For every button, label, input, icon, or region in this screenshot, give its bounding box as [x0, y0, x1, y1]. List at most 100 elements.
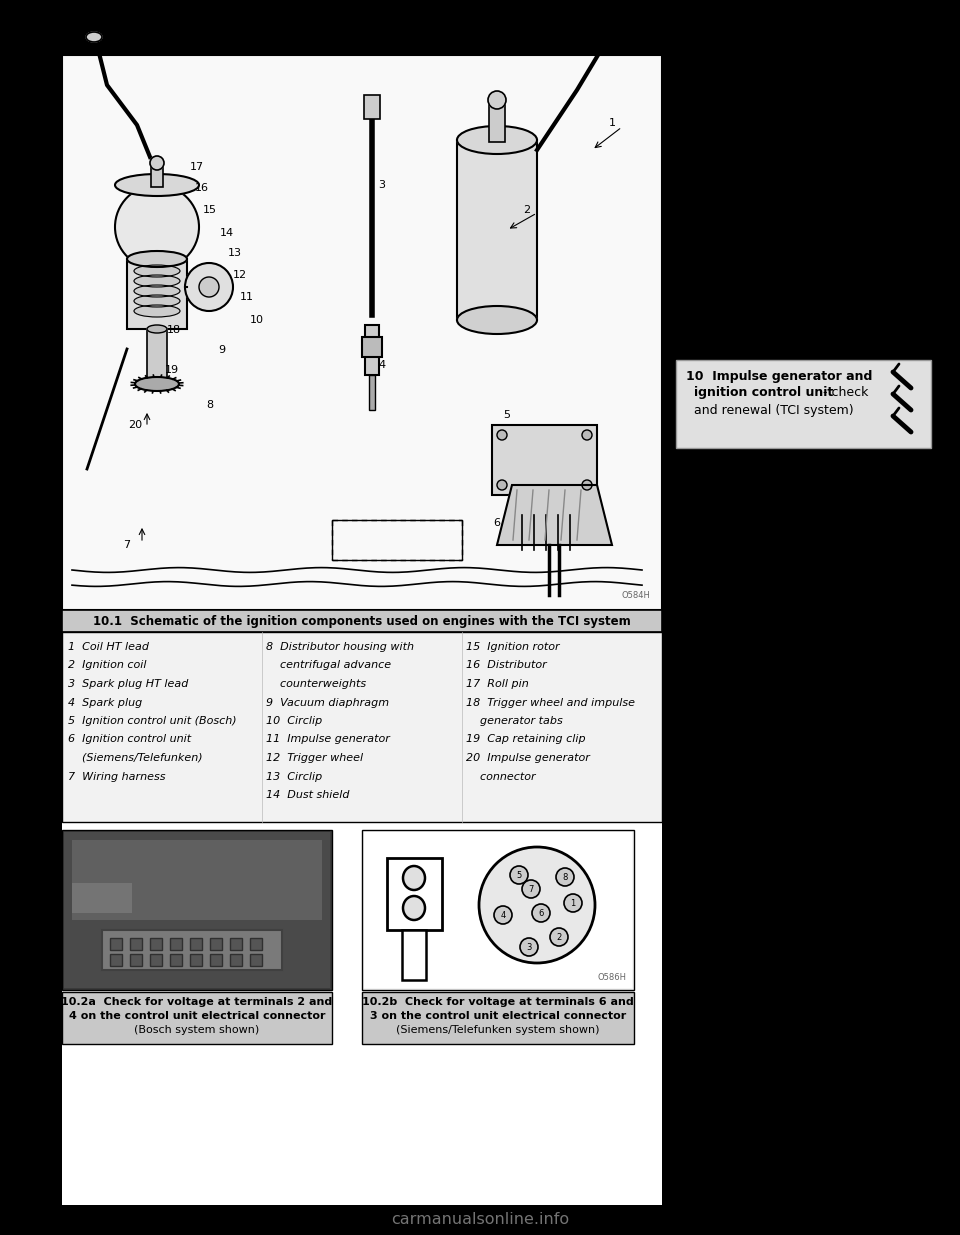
Ellipse shape: [403, 897, 425, 920]
Bar: [492, 425, 597, 495]
Circle shape: [497, 430, 507, 440]
Bar: [130, 939, 142, 950]
Text: 17: 17: [190, 162, 204, 172]
Bar: [365, 325, 379, 375]
Text: 3 on the control unit electrical connector: 3 on the control unit electrical connect…: [370, 1011, 626, 1021]
Bar: [150, 939, 162, 950]
Text: generator tabs: generator tabs: [466, 716, 563, 726]
Bar: [64, 832, 330, 988]
Bar: [457, 140, 537, 320]
Text: 4: 4: [500, 910, 506, 920]
Text: 5: 5: [503, 410, 511, 420]
Circle shape: [550, 927, 568, 946]
Text: 7: 7: [124, 540, 131, 550]
Text: 3  Spark plug HT lead: 3 Spark plug HT lead: [68, 679, 188, 689]
Text: 15: 15: [203, 205, 217, 215]
Text: 7  Wiring harness: 7 Wiring harness: [68, 772, 165, 782]
Bar: [62, 56, 662, 1205]
Text: 11: 11: [240, 291, 254, 303]
Ellipse shape: [134, 295, 180, 308]
Text: 12  Trigger wheel: 12 Trigger wheel: [266, 753, 363, 763]
Text: and renewal (TCI system): and renewal (TCI system): [694, 404, 853, 417]
Text: 19  Cap retaining clip: 19 Cap retaining clip: [466, 735, 586, 745]
Bar: [130, 953, 142, 966]
Text: 12: 12: [233, 270, 247, 280]
Circle shape: [497, 480, 507, 490]
Text: centrifugal advance: centrifugal advance: [266, 661, 391, 671]
Circle shape: [479, 847, 595, 963]
Text: carmanualsonline.info: carmanualsonline.info: [391, 1213, 569, 1228]
Ellipse shape: [127, 251, 187, 267]
Text: 4: 4: [378, 359, 386, 370]
Bar: [512, 495, 577, 515]
Bar: [62, 56, 662, 610]
Text: 16  Distributor: 16 Distributor: [466, 661, 547, 671]
Bar: [170, 939, 182, 950]
Bar: [62, 992, 332, 1044]
Bar: [362, 337, 382, 357]
Text: (Bosch system shown): (Bosch system shown): [134, 1025, 259, 1035]
Polygon shape: [497, 485, 612, 545]
Text: 2: 2: [557, 932, 562, 941]
Text: (Siemens/Telefunken system shown): (Siemens/Telefunken system shown): [396, 1025, 600, 1035]
Bar: [387, 858, 442, 930]
Text: 10: 10: [250, 315, 264, 325]
Text: 3: 3: [526, 942, 532, 951]
Text: 8: 8: [206, 400, 213, 410]
Text: O586H: O586H: [597, 973, 626, 982]
Text: 18  Trigger wheel and impulse: 18 Trigger wheel and impulse: [466, 698, 635, 708]
Bar: [72, 883, 132, 913]
Text: 9  Vacuum diaphragm: 9 Vacuum diaphragm: [266, 698, 389, 708]
Circle shape: [522, 881, 540, 898]
Ellipse shape: [135, 377, 179, 391]
Text: 1: 1: [609, 119, 615, 128]
Bar: [250, 953, 262, 966]
Bar: [147, 329, 167, 379]
Ellipse shape: [134, 285, 180, 296]
Bar: [364, 95, 380, 119]
Ellipse shape: [86, 32, 102, 42]
Bar: [362, 830, 634, 990]
Bar: [369, 375, 375, 410]
Circle shape: [582, 430, 592, 440]
Circle shape: [150, 156, 164, 170]
Text: 6: 6: [493, 517, 500, 529]
Text: 14: 14: [220, 228, 234, 238]
Text: 13  Circlip: 13 Circlip: [266, 772, 323, 782]
Bar: [150, 953, 162, 966]
Bar: [151, 163, 163, 186]
Ellipse shape: [134, 266, 180, 277]
Ellipse shape: [457, 126, 537, 154]
Text: 5  Ignition control unit (Bosch): 5 Ignition control unit (Bosch): [68, 716, 236, 726]
Text: 2  Ignition coil: 2 Ignition coil: [68, 661, 147, 671]
Text: 8  Distributor housing with: 8 Distributor housing with: [266, 642, 414, 652]
Text: 3: 3: [378, 180, 386, 190]
Circle shape: [556, 868, 574, 885]
Bar: [190, 939, 202, 950]
Text: 10  Impulse generator and: 10 Impulse generator and: [686, 370, 873, 383]
Text: 4  Spark plug: 4 Spark plug: [68, 698, 142, 708]
Circle shape: [510, 866, 528, 884]
Bar: [362, 992, 634, 1044]
Bar: [127, 259, 187, 329]
Text: - check: - check: [819, 387, 869, 399]
Text: 7: 7: [528, 884, 534, 893]
Bar: [230, 953, 242, 966]
Text: 6  Ignition control unit: 6 Ignition control unit: [68, 735, 191, 745]
Text: 11  Impulse generator: 11 Impulse generator: [266, 735, 390, 745]
Circle shape: [494, 906, 512, 924]
Bar: [62, 632, 662, 823]
Bar: [676, 359, 931, 448]
Bar: [210, 939, 222, 950]
Text: 10  Circlip: 10 Circlip: [266, 716, 323, 726]
Text: 16: 16: [195, 183, 209, 193]
Circle shape: [115, 185, 199, 269]
Ellipse shape: [134, 305, 180, 317]
Bar: [62, 830, 332, 990]
Text: connector: connector: [466, 772, 536, 782]
Text: 8: 8: [563, 872, 567, 882]
Text: 5: 5: [516, 871, 521, 879]
Text: 19: 19: [165, 366, 180, 375]
Bar: [402, 930, 426, 981]
Ellipse shape: [403, 866, 425, 890]
